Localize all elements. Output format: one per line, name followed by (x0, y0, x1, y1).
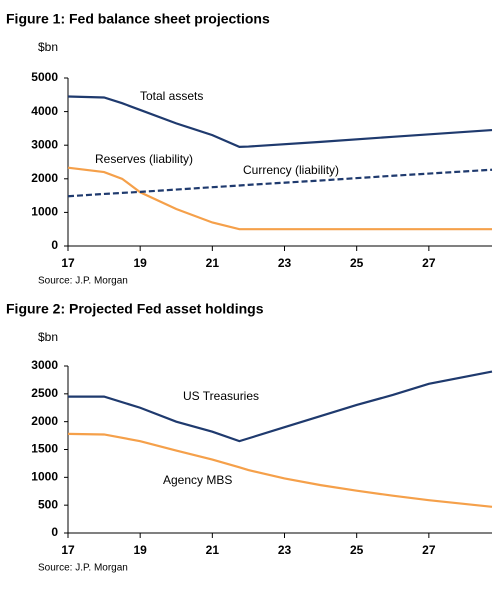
x-tick-label: 19 (133, 256, 147, 270)
y-tick-label: 5000 (31, 70, 58, 84)
x-tick-label: 21 (206, 543, 220, 557)
x-tick-label: 25 (350, 543, 364, 557)
y-tick-label: 0 (51, 238, 58, 252)
y-tick-label: 0 (51, 525, 58, 539)
x-tick-label: 23 (278, 256, 292, 270)
x-tick-label: 21 (206, 256, 220, 270)
y-tick-label: 1500 (31, 442, 58, 456)
x-tick-label: 17 (61, 256, 75, 270)
series-label: Agency MBS (163, 473, 232, 487)
x-tick-label: 27 (422, 256, 436, 270)
series-label: US Treasuries (183, 389, 259, 403)
y-tick-label: 2000 (31, 171, 58, 185)
y-axis-unit: $bn (38, 330, 58, 344)
x-tick-label: 25 (350, 256, 364, 270)
y-tick-label: 1000 (31, 470, 58, 484)
y-tick-label: 500 (38, 497, 58, 511)
y-tick-label: 2500 (31, 386, 58, 400)
x-tick-label: 23 (278, 543, 292, 557)
chart-title: Figure 2: Projected Fed asset holdings (6, 301, 264, 317)
x-tick-label: 19 (133, 543, 147, 557)
y-tick-label: 4000 (31, 104, 58, 118)
x-tick-label: 27 (422, 543, 436, 557)
series-label: Reserves (liability) (95, 152, 193, 166)
y-tick-label: 2000 (31, 414, 58, 428)
series-line (67, 166, 492, 231)
series-line (67, 168, 493, 198)
y-tick-label: 3000 (31, 358, 58, 372)
source-note: Source: J.P. Morgan (38, 563, 128, 574)
chart-title: Figure 1: Fed balance sheet projections (6, 11, 270, 27)
series-line (67, 432, 493, 508)
series-label: Total assets (140, 89, 203, 103)
series-line (67, 95, 493, 148)
y-tick-label: 3000 (31, 137, 58, 151)
x-tick-label: 17 (61, 543, 75, 557)
source-note: Source: J.P. Morgan (38, 276, 128, 287)
series-line (68, 370, 493, 443)
series-label: Currency (liability) (243, 163, 339, 177)
y-tick-label: 1000 (31, 205, 58, 219)
y-axis-unit: $bn (38, 40, 58, 54)
